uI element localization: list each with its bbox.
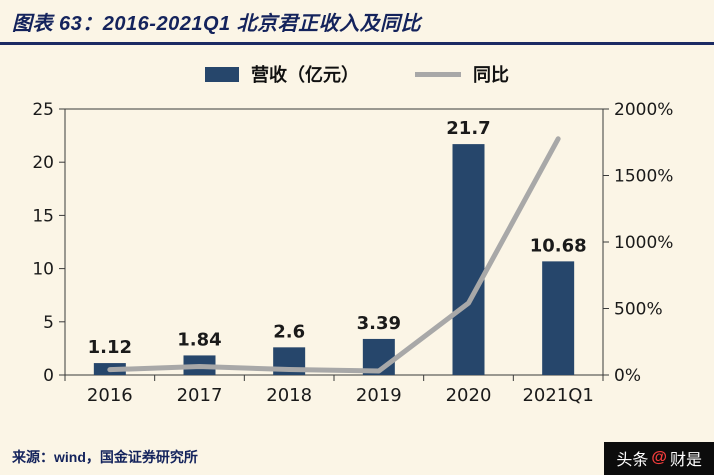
- bar-value-label: 10.68: [530, 235, 587, 256]
- left-axis-tick-label: 20: [32, 153, 54, 173]
- watermark-at-icon: @: [651, 449, 667, 466]
- right-axis-tick-label: 2000%: [614, 100, 673, 120]
- combo-chart: 0 5 10 15 20 25 0% 500% 1000% 1500% 2000% 2016 2017 2…: [32, 100, 673, 406]
- watermark-name: 财是: [669, 452, 702, 469]
- bar-value-label: 3.39: [357, 313, 401, 334]
- yoy-line: [107, 136, 561, 374]
- left-axis-tick-label: 5: [43, 313, 54, 333]
- x-axis-category-label: 2017: [177, 385, 223, 406]
- chart-area: 0 5 10 15 20 25 0% 500% 1000% 1500% 2000% 2016 2017 2…: [0, 89, 714, 423]
- left-axis-tick-label: 15: [32, 206, 54, 226]
- chart-title-bar: 图表 63：2016-2021Q1 北京君正收入及同比: [0, 0, 714, 45]
- watermark-brand: 头条: [616, 452, 649, 469]
- right-axis-tick-label: 500%: [614, 300, 663, 320]
- x-axis-category-label: 2021Q1: [522, 385, 593, 406]
- right-axis-tick-label: 0%: [614, 366, 641, 386]
- plot-border: [64, 108, 604, 376]
- legend-item-revenue: 营收（亿元）: [205, 61, 359, 87]
- x-axis-category-label: 2018: [266, 385, 312, 406]
- left-axis-tick-label: 10: [32, 260, 54, 280]
- right-axis-tick-label: 1500%: [614, 167, 673, 187]
- bar-value-label: 1.84: [177, 329, 221, 350]
- legend: 营收（亿元） 同比: [0, 61, 714, 87]
- bar-value-label: 2.6: [273, 321, 305, 342]
- bar-2020: [452, 144, 485, 375]
- line-swatch-icon: [415, 71, 461, 77]
- bar-value-label: 21.7: [446, 118, 490, 139]
- bar-2021Q1: [542, 261, 575, 375]
- page-title: 图表 63：2016-2021Q1 北京君正收入及同比: [12, 13, 422, 35]
- legend-bar-label: 营收（亿元）: [251, 65, 359, 85]
- x-axis-category-label: 2016: [87, 385, 133, 406]
- legend-line-label: 同比: [473, 65, 509, 85]
- left-axis-tick-label: 25: [32, 100, 54, 120]
- right-axis-tick-label: 1000%: [614, 233, 673, 253]
- x-axis-category-label: 2020: [446, 385, 492, 406]
- legend-item-yoy: 同比: [415, 61, 509, 87]
- source-note: 来源：wind，国金证券研究所: [12, 449, 198, 465]
- left-axis-tick-label: 0: [43, 366, 54, 386]
- watermark: 头条 @ 财是: [604, 442, 714, 475]
- bar-swatch-icon: [205, 66, 239, 82]
- bar-value-label: 1.12: [88, 337, 132, 358]
- x-axis-category-label: 2019: [356, 385, 402, 406]
